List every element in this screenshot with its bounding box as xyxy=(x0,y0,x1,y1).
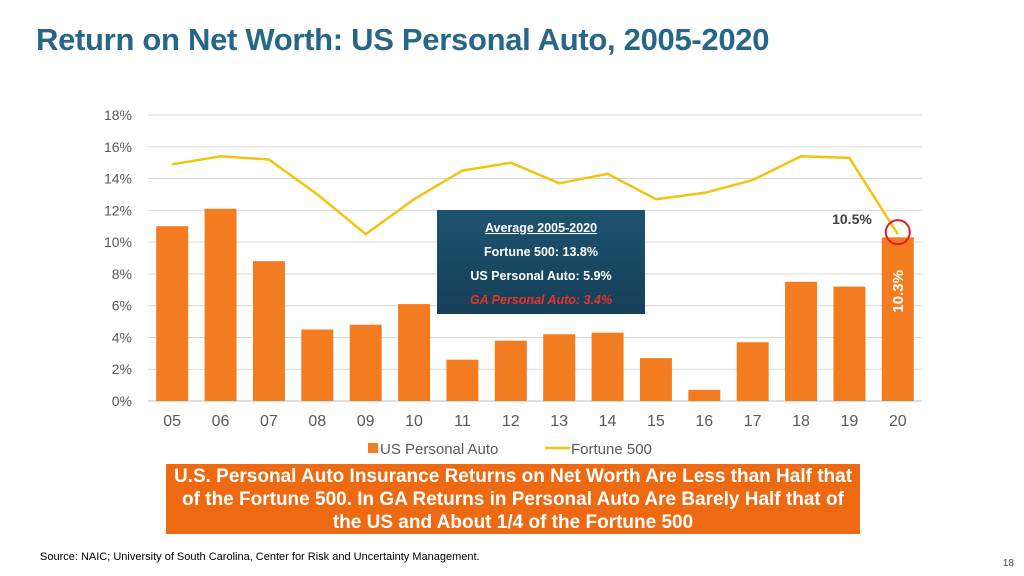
y-tick-label: 18% xyxy=(104,107,132,123)
y-tick-label: 2% xyxy=(112,361,132,377)
highlight-circle xyxy=(884,219,911,246)
x-tick-label: 18 xyxy=(792,413,810,430)
y-tick-label: 6% xyxy=(112,298,132,314)
bar xyxy=(494,340,527,401)
x-tick-label: 09 xyxy=(357,413,375,430)
average-box-title: Average 2005-2020 xyxy=(484,221,598,235)
y-tick-label: 14% xyxy=(104,171,132,187)
x-tick-label: 19 xyxy=(841,413,859,430)
legend-label-us-personal-auto: US Personal Auto xyxy=(380,441,498,458)
y-tick-label: 16% xyxy=(104,139,132,155)
average-summary-box: Average 2005-2020 Fortune 500: 13.8% US … xyxy=(437,210,645,314)
x-tick-label: 14 xyxy=(599,413,617,430)
bar xyxy=(881,237,914,401)
bar-series-us-personal-auto xyxy=(156,208,914,401)
x-axis-tick-labels: 05 06 07 08 09 10 11 12 13 14 15 16 17 18 19 20 xyxy=(163,413,907,430)
x-tick-label: 13 xyxy=(550,413,568,430)
bar xyxy=(688,389,721,401)
bar xyxy=(591,332,624,401)
y-tick-label: 8% xyxy=(112,266,132,282)
bar-last-value-label: 10.3% xyxy=(890,270,907,313)
y-tick-label: 10% xyxy=(104,234,132,250)
bar xyxy=(833,286,866,401)
average-us-personal-auto: US Personal Auto: 5.9% xyxy=(470,269,612,283)
chart-legend: US Personal Auto Fortune 500 xyxy=(368,441,652,458)
x-tick-label: 20 xyxy=(889,413,907,430)
series-line xyxy=(171,155,899,236)
bar xyxy=(446,359,479,401)
y-axis-tick-labels: 0% 2% 4% 6% 8% 10% 12% 14% 16% 18% xyxy=(104,107,132,409)
bar xyxy=(156,226,189,401)
legend-label-fortune-500: Fortune 500 xyxy=(571,441,652,458)
average-ga-personal-auto: GA Personal Auto: 3.4% xyxy=(469,293,613,307)
x-tick-label: 08 xyxy=(308,413,326,430)
x-tick-label: 16 xyxy=(695,413,713,430)
bar xyxy=(785,281,818,401)
return-on-net-worth-chart: 0% 2% 4% 6% 8% 10% 12% 14% 16% 18% 05 06 07 08 09 10 11… xyxy=(104,107,922,458)
x-tick-label: 10 xyxy=(405,413,423,430)
x-tick-label: 06 xyxy=(212,413,230,430)
source-note: Source: NAIC; University of South Caroli… xyxy=(40,551,480,563)
page-title: Return on Net Worth: US Personal Auto, 2… xyxy=(36,22,770,57)
bar xyxy=(252,261,285,401)
x-tick-label: 12 xyxy=(502,413,520,430)
bar xyxy=(736,342,769,401)
bar xyxy=(301,329,334,401)
bar xyxy=(349,324,382,401)
average-fortune-500: Fortune 500: 13.8% xyxy=(484,245,598,259)
bar xyxy=(398,304,431,401)
key-takeaway-callout: U.S. Personal Auto Insurance Returns on … xyxy=(166,464,860,534)
chart-annotations: 10.5% 10.3% xyxy=(832,211,911,313)
x-tick-label: 17 xyxy=(744,413,762,430)
y-tick-label: 12% xyxy=(104,202,132,218)
bar xyxy=(204,208,237,401)
page-number: 18 xyxy=(1002,558,1014,569)
bar xyxy=(543,334,576,401)
x-tick-label: 05 xyxy=(163,413,181,430)
legend-swatch-bar xyxy=(368,443,378,453)
y-tick-label: 0% xyxy=(112,393,132,409)
y-tick-label: 4% xyxy=(112,329,132,345)
x-tick-label: 07 xyxy=(260,413,278,430)
line-series-fortune-500 xyxy=(171,155,899,236)
fortune-last-value-label: 10.5% xyxy=(832,211,872,227)
bar xyxy=(639,358,672,401)
x-tick-label: 11 xyxy=(454,413,471,430)
x-tick-label: 15 xyxy=(647,413,665,430)
